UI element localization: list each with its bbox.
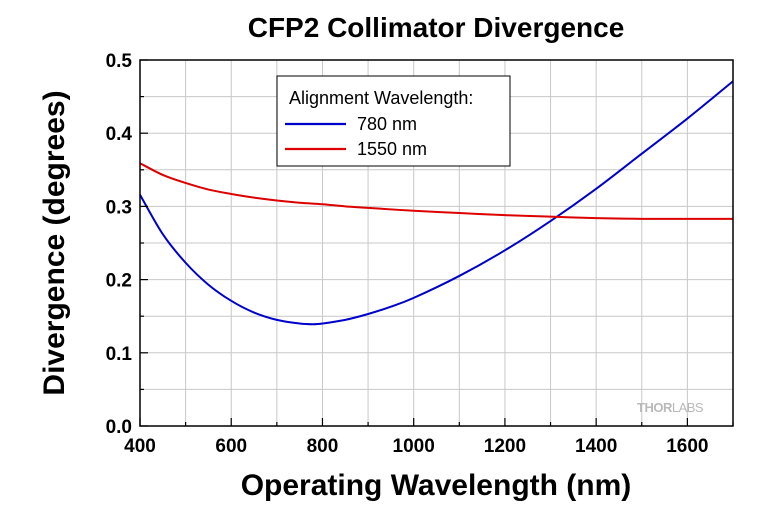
y-tick-label: 0.3 [106,197,132,218]
chart-title: CFP2 Collimator Divergence [248,12,625,43]
series-line-1550nm [139,162,733,220]
series-lines [139,80,734,326]
axis-ticks [139,59,734,427]
x-tick-labels: 400 600 800 1000 1200 1400 1600 [124,436,708,457]
x-axis-label: Operating Wavelength (nm) [241,469,632,502]
watermark-brand-left: THOR [637,400,673,415]
x-tick-label: 800 [307,436,339,457]
y-tick-labels: 0.0 0.1 0.2 0.3 0.4 0.5 [106,51,133,438]
y-tick-label: 0.1 [106,344,133,365]
x-tick-label: 1400 [575,436,617,457]
y-axis-label: Divergence (degrees) [38,90,71,395]
watermark-brand-right: LABS [672,400,704,415]
y-tick-label: 0.0 [106,417,132,438]
svg-text:THORLABS: THORLABS [637,400,704,415]
x-tick-label: 1600 [666,436,708,457]
x-tick-label: 1200 [484,436,526,457]
legend-title: Alignment Wavelength: [289,88,473,108]
legend-box [276,75,511,167]
series-line-780nm [139,80,734,326]
y-tick-label: 0.4 [106,124,133,145]
legend: Alignment Wavelength: 780 nm 1550 nm [276,75,511,167]
thorlabs-watermark: THORLABS [637,400,704,415]
x-tick-label: 1000 [393,436,435,457]
legend-label-1550nm: 1550 nm [357,139,427,159]
x-tick-label: 600 [215,436,247,457]
x-tick-label: 400 [124,436,156,457]
y-tick-label: 0.2 [106,271,132,292]
y-tick-label: 0.5 [106,51,133,72]
legend-label-780nm: 780 nm [357,114,417,134]
